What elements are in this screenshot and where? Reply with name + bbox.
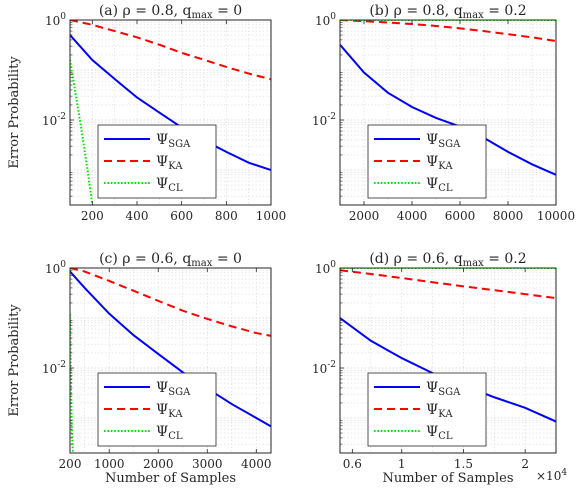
x-exponent-label: ×104 <box>536 468 567 483</box>
y-tick-label: 10-2 <box>42 360 66 376</box>
x-axis-label: Number of Samples <box>105 471 236 486</box>
x-tick-label: 1.5 <box>454 457 473 471</box>
x-tick-label: 2000 <box>143 457 174 471</box>
x-tick-label: 200 <box>81 209 104 223</box>
x-tick-label: 4000 <box>241 457 272 471</box>
x-tick-label: 600 <box>170 209 193 223</box>
panel-a: 200 400 600 800 1000 100 10-2 (a) ρ = 0.8, qmax… <box>7 3 286 223</box>
legend: ΨSGA ΨKA ΨCL <box>367 372 487 447</box>
legend-label-ka: ΨKA <box>156 154 183 172</box>
legend-label-sga: ΨSGA <box>426 380 461 398</box>
panel-title: (a) ρ = 0.8, qmax = 0 <box>99 3 242 21</box>
legend-label-ka: ΨKA <box>156 402 183 420</box>
axes-frame <box>69 19 272 206</box>
y-tick-label: 10-2 <box>312 112 336 128</box>
panel-title: (c) ρ = 0.6, qmax = 0 <box>99 251 242 269</box>
legend: ΨSGA ΨKA ΨCL <box>367 124 487 199</box>
y-tick-label: 100 <box>315 12 336 28</box>
y-axis-label: Error Probability <box>7 304 22 417</box>
legend-label-ka: ΨKA <box>426 402 453 420</box>
axes-frame <box>69 267 272 454</box>
panel-d: 0.6 1 1.5 2 ×104 100 10-2 (d) ρ = 0.6, qmax = 0… <box>312 251 567 486</box>
series-line-sga <box>340 44 556 176</box>
x-tick-label: 0.6 <box>343 457 362 471</box>
axes-frame <box>339 267 557 454</box>
legend-label-ka: ΨKA <box>426 154 453 172</box>
series-line-sga <box>70 270 271 428</box>
panel-b: 2000 4000 6000 8000 10000 100 10-2 (b) ρ = 0.8,… <box>312 3 575 223</box>
x-tick-label: 400 <box>126 209 149 223</box>
series-line-ka <box>70 268 271 337</box>
series-line-ka <box>340 20 556 42</box>
x-tick-label: 10000 <box>537 209 575 223</box>
series-line-cl <box>70 59 94 205</box>
series-line-ka <box>70 20 271 81</box>
legend-label-sga: ΨSGA <box>426 132 461 150</box>
series-line-sga <box>70 34 271 171</box>
panel-c: 200 1000 2000 3000 4000 100 10-2 (c) ρ = 0.6, q… <box>7 251 272 486</box>
x-tick-label: 1 <box>398 457 406 471</box>
y-tick-label: 10-2 <box>42 112 66 128</box>
x-tick-label: 1000 <box>94 457 125 471</box>
x-tick-label: 6000 <box>445 209 476 223</box>
x-tick-label: 200 <box>59 457 82 471</box>
legend-label-cl: ΨCL <box>156 176 183 194</box>
x-tick-label: 4000 <box>397 209 428 223</box>
series-line-cl <box>70 314 74 453</box>
legend-label-cl: ΨCL <box>156 424 183 442</box>
legend: ΨSGA ΨKA ΨCL <box>97 124 217 199</box>
y-axis-label: Error Probability <box>7 56 22 169</box>
legend-label-sga: ΨSGA <box>156 380 191 398</box>
legend: ΨSGA ΨKA ΨCL <box>97 372 217 447</box>
axes-frame <box>339 19 557 206</box>
x-axis-label: Number of Samples <box>382 471 513 486</box>
y-tick-label: 100 <box>45 12 66 28</box>
panel-title: (b) ρ = 0.8, qmax = 0.2 <box>369 3 526 21</box>
legend-label-sga: ΨSGA <box>156 132 191 150</box>
x-tick-label: 2 <box>521 457 529 471</box>
x-tick-label: 3000 <box>192 457 223 471</box>
legend-label-cl: ΨCL <box>426 424 453 442</box>
panel-title: (d) ρ = 0.6, qmax = 0.2 <box>369 251 526 269</box>
y-tick-label: 100 <box>45 260 66 276</box>
series-line-ka <box>340 269 556 300</box>
x-tick-label: 1000 <box>256 209 287 223</box>
legend-label-cl: ΨCL <box>426 176 453 194</box>
x-tick-label: 800 <box>215 209 238 223</box>
y-tick-label: 100 <box>315 260 336 276</box>
x-tick-label: 2000 <box>349 209 380 223</box>
x-tick-label: 8000 <box>493 209 524 223</box>
y-tick-label: 10-2 <box>312 360 336 376</box>
